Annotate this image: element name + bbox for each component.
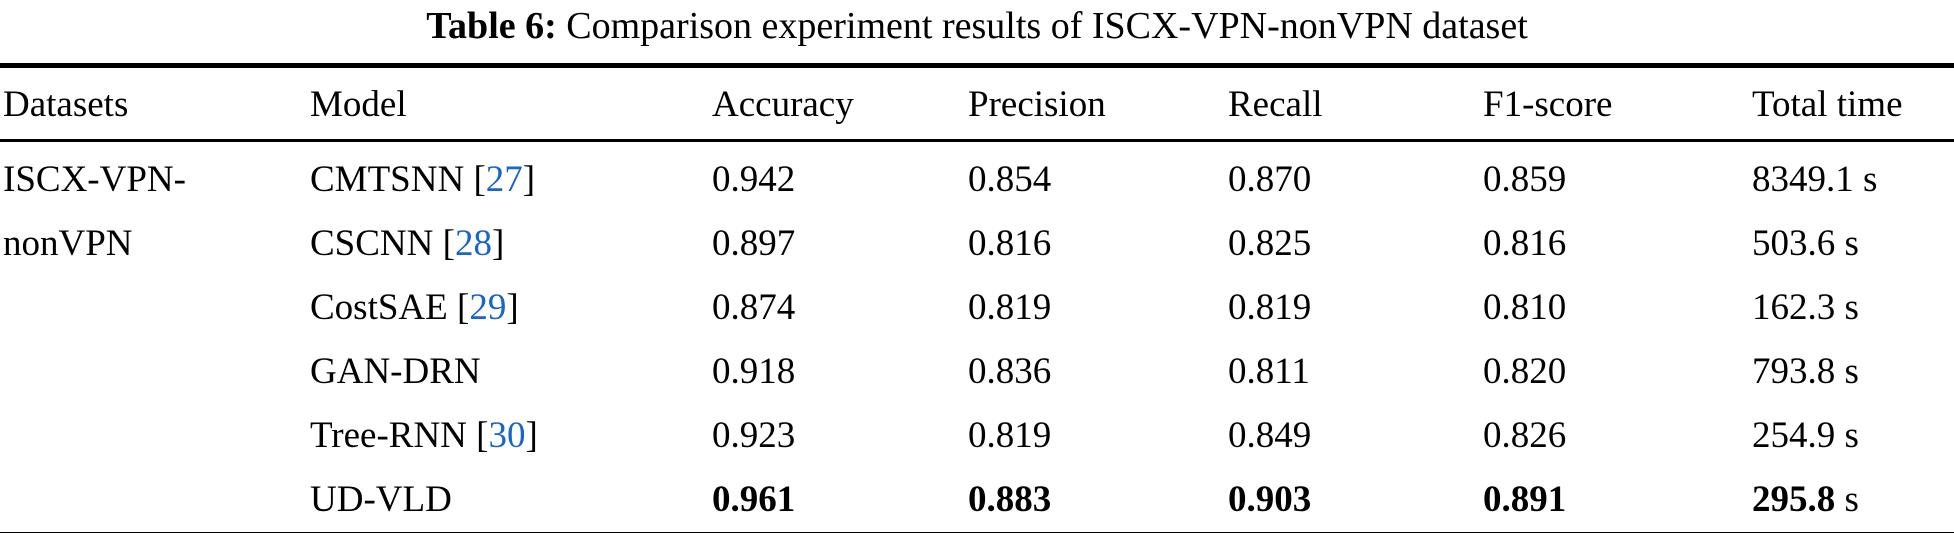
- dataset-cell: nonVPN: [3, 222, 133, 264]
- total-time-cell: 295.8 s: [1752, 468, 1954, 533]
- time-value: 503.6: [1752, 222, 1836, 264]
- header-precision: Precision: [968, 65, 1228, 142]
- f1-score-cell: 0.859: [1483, 158, 1567, 200]
- accuracy-cell: 0.874: [712, 286, 796, 328]
- model-name: CMTSNN: [310, 158, 465, 200]
- citation-link[interactable]: 29: [469, 286, 507, 328]
- header-accuracy: Accuracy: [712, 65, 968, 142]
- citation-bracket-close: ]: [506, 286, 519, 328]
- f1-score-cell: 0.816: [1483, 222, 1567, 264]
- table-caption-text: Comparison experiment results of ISCX-VP…: [566, 5, 1528, 47]
- dataset-cell: [0, 276, 310, 340]
- table-row: GAN-DRN 0.918 0.836 0.811 0.820 793.8 s: [0, 340, 1954, 404]
- f1-score-cell: 0.826: [1483, 414, 1567, 456]
- time-value: 8349.1: [1752, 158, 1854, 200]
- recall-cell: 0.819: [1228, 286, 1312, 328]
- precision-cell: 0.836: [968, 350, 1052, 392]
- f1-score-cell: 0.810: [1483, 286, 1567, 328]
- accuracy-cell: 0.897: [712, 222, 796, 264]
- citation-bracket-close: ]: [525, 414, 538, 456]
- total-time-cell: 793.8 s: [1752, 340, 1954, 404]
- precision-cell: 0.883: [968, 478, 1052, 520]
- precision-cell: 0.819: [968, 286, 1052, 328]
- model-cell: GAN-DRN: [310, 340, 712, 404]
- header-row: Datasets Model Accuracy Precision Recall…: [0, 65, 1954, 142]
- model-cell: CMTSNN [27]: [310, 140, 712, 212]
- dataset-cell: [0, 404, 310, 468]
- accuracy-cell: 0.961: [712, 478, 796, 520]
- model-name: GAN-DRN: [310, 350, 481, 392]
- total-time-cell: 162.3 s: [1752, 276, 1954, 340]
- f1-score-cell: 0.891: [1483, 478, 1567, 520]
- citation-bracket-open: [: [466, 414, 489, 456]
- table-caption: Table 6: Comparison experiment results o…: [0, 0, 1954, 50]
- time-unit: s: [1863, 158, 1878, 200]
- table-row: Tree-RNN [30] 0.923 0.819 0.849 0.826 25…: [0, 404, 1954, 468]
- precision-cell: 0.816: [968, 222, 1052, 264]
- table-row: UD-VLD 0.961 0.883 0.903 0.891 295.8 s: [0, 468, 1954, 533]
- header-recall: Recall: [1228, 65, 1483, 142]
- dataset-cell: [0, 340, 310, 404]
- citation-bracket-close: ]: [491, 222, 505, 264]
- precision-cell: 0.854: [968, 158, 1052, 200]
- model-name: UD-VLD: [310, 478, 452, 520]
- model-cell: Tree-RNN [30]: [310, 404, 712, 468]
- model-cell: CSCNN [28]: [310, 212, 712, 276]
- accuracy-cell: 0.918: [712, 350, 796, 392]
- recall-cell: 0.870: [1228, 158, 1312, 200]
- citation-bracket-open: [: [447, 286, 470, 328]
- model-cell: UD-VLD: [310, 468, 712, 533]
- time-value: 162.3: [1752, 286, 1836, 328]
- citation-bracket-open: [: [433, 222, 455, 264]
- recall-cell: 0.825: [1228, 222, 1312, 264]
- time-unit: s: [1844, 222, 1859, 264]
- time-value: 254.9: [1752, 414, 1836, 456]
- table-row: nonVPN CSCNN [28] 0.897 0.816 0.825 0.81…: [0, 212, 1954, 276]
- total-time-cell: 503.6 s: [1752, 212, 1954, 276]
- dataset-cell: ISCX-VPN-: [3, 158, 186, 200]
- total-time-cell: 8349.1 s: [1752, 140, 1954, 212]
- model-name: CSCNN: [310, 222, 434, 264]
- recall-cell: 0.849: [1228, 414, 1312, 456]
- recall-cell: 0.811: [1228, 350, 1310, 392]
- header-total-time: Total time: [1752, 65, 1954, 142]
- time-unit: s: [1844, 414, 1859, 456]
- time-value: 793.8: [1752, 350, 1836, 392]
- total-time-cell: 254.9 s: [1752, 404, 1954, 468]
- accuracy-cell: 0.923: [712, 414, 796, 456]
- time-value: 295.8: [1752, 478, 1836, 520]
- citation-bracket-close: ]: [522, 158, 536, 200]
- table-row: ISCX-VPN- CMTSNN [27] 0.942 0.854 0.870 …: [0, 140, 1954, 212]
- header-datasets: Datasets: [0, 65, 310, 142]
- citation-link[interactable]: 27: [485, 158, 523, 200]
- f1-score-cell: 0.820: [1483, 350, 1567, 392]
- model-cell: CostSAE [29]: [310, 276, 712, 340]
- table-row: CostSAE [29] 0.874 0.819 0.819 0.810 162…: [0, 276, 1954, 340]
- header-model: Model: [310, 65, 712, 142]
- model-name: CostSAE: [310, 286, 448, 328]
- model-name: Tree-RNN: [310, 414, 467, 456]
- citation-link[interactable]: 28: [454, 222, 492, 264]
- accuracy-cell: 0.942: [712, 158, 796, 200]
- precision-cell: 0.819: [968, 414, 1052, 456]
- header-f1-score: F1-score: [1483, 65, 1752, 142]
- citation-bracket-open: [: [464, 158, 486, 200]
- time-unit: s: [1844, 286, 1859, 328]
- recall-cell: 0.903: [1228, 478, 1312, 520]
- citation-link[interactable]: 30: [488, 414, 526, 456]
- table-caption-label: Table 6:: [426, 5, 557, 47]
- dataset-cell: [0, 468, 310, 533]
- results-table: Datasets Model Accuracy Precision Recall…: [0, 62, 1954, 533]
- time-unit: s: [1844, 350, 1859, 392]
- time-unit: s: [1844, 478, 1859, 520]
